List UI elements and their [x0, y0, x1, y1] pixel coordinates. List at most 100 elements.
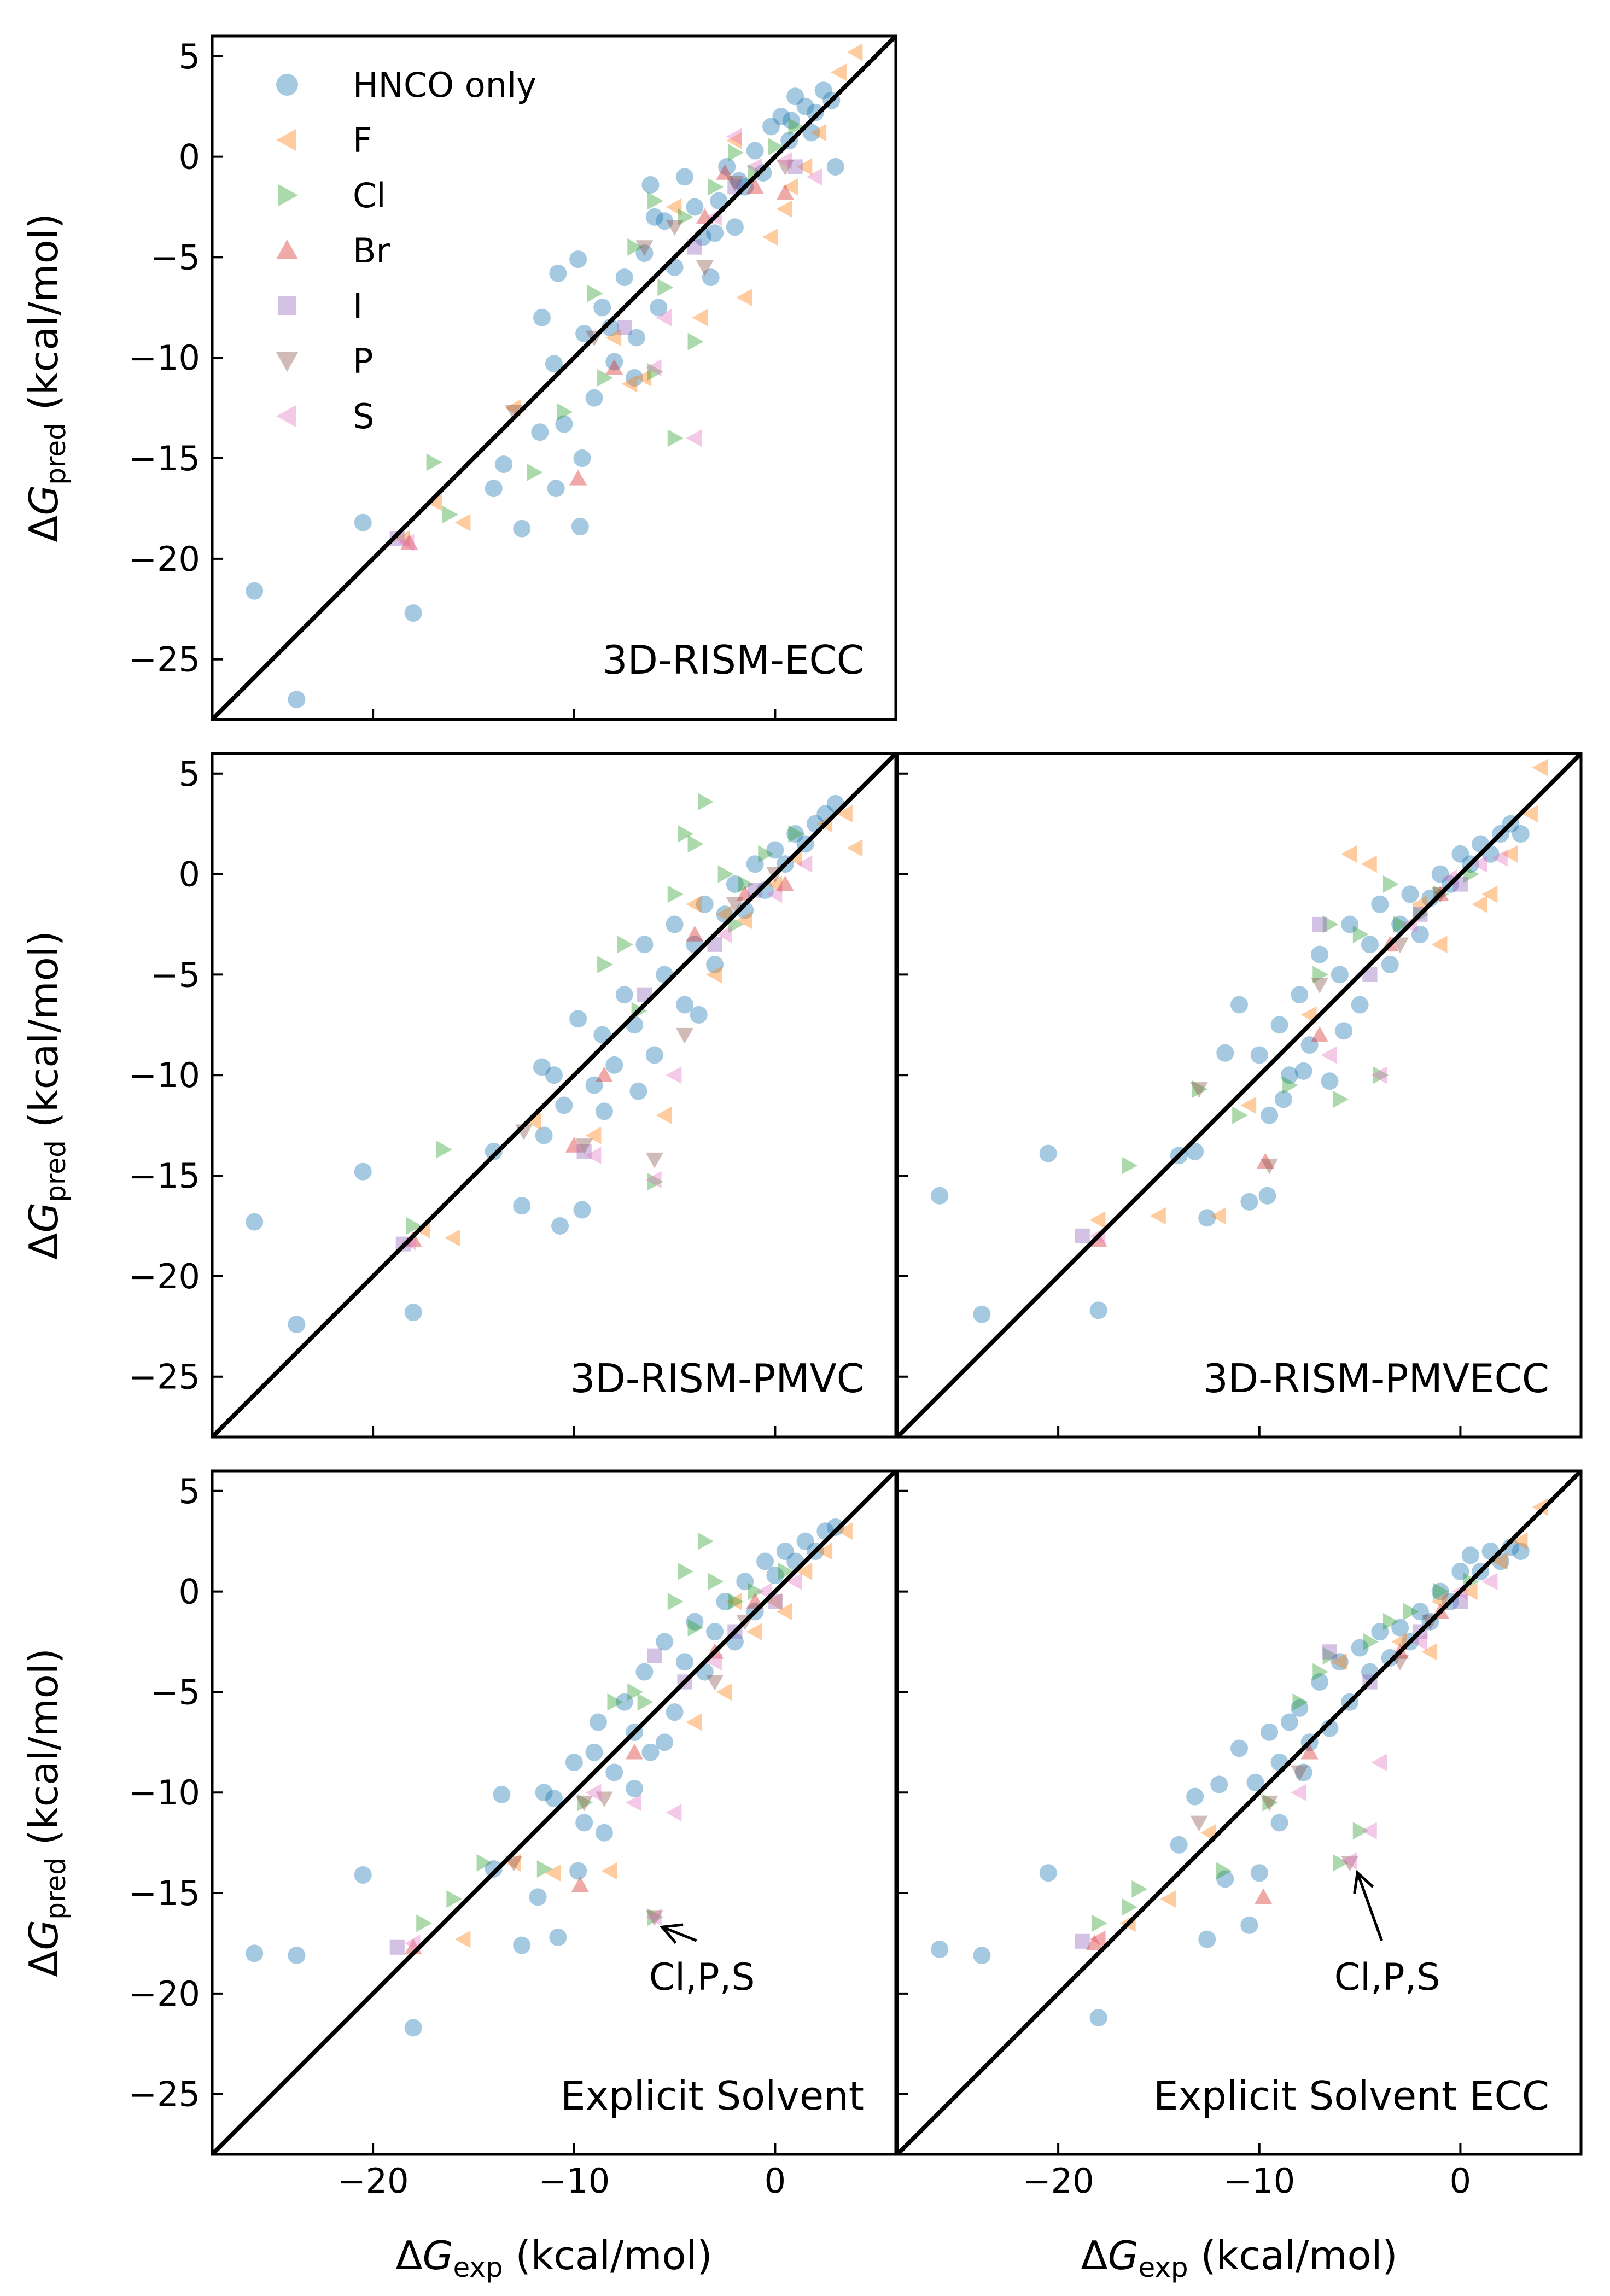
data-point-s [585, 1784, 602, 1802]
data-point-f [847, 839, 863, 857]
data-point-p [776, 160, 794, 176]
data-point-hnco-only [1294, 1763, 1312, 1781]
data-point-hnco-only [1371, 895, 1389, 913]
data-point-s [666, 1804, 682, 1821]
data-point-hnco-only [629, 1082, 648, 1100]
data-point-hnco-only [1311, 945, 1329, 963]
data-point-f [726, 1592, 742, 1610]
data-point-i [1075, 1933, 1090, 1949]
data-point-cl [1216, 1862, 1232, 1880]
data-point-cl [1312, 966, 1329, 984]
y-tick-label: −20 [129, 1257, 200, 1296]
data-point-hnco-only [573, 1201, 591, 1219]
data-point-br [605, 359, 623, 375]
data-point-hnco-only [565, 1754, 583, 1772]
data-point-hnco-only [1240, 1193, 1258, 1211]
data-point-f [621, 375, 638, 393]
data-point-cl [1262, 1793, 1279, 1812]
legend-label: I [353, 286, 363, 326]
data-point-f [505, 1854, 521, 1872]
data-point-cl [597, 369, 613, 387]
data-point-hnco-only [354, 1866, 372, 1884]
data-point-hnco-only [1270, 1814, 1288, 1832]
data-point-hnco-only [626, 1779, 644, 1797]
data-point-hnco-only [782, 112, 800, 130]
x-axis-label: ΔGexp (kcal/mol) [1081, 2233, 1397, 2283]
data-point-hnco-only [404, 1304, 422, 1322]
data-point-cl [678, 1562, 693, 1580]
scatter-points [931, 1498, 1548, 2026]
data-point-p [575, 1795, 593, 1812]
data-point-f [686, 1713, 702, 1731]
data-point-hnco-only [686, 1613, 704, 1631]
data-point-br [400, 534, 418, 550]
data-point-hnco-only [973, 1947, 991, 1965]
data-point-cl [1312, 1663, 1329, 1681]
panel-3d-rism-ecc: 5 0 −5 −10 −15 −20 −25 3D-RISM-ECC [129, 34, 897, 721]
data-point-hnco-only [1512, 1543, 1530, 1561]
data-point-hnco-only [535, 1784, 553, 1802]
data-point-p [635, 240, 654, 256]
data-point-p [1261, 1158, 1279, 1175]
legend-marker-i [278, 296, 296, 315]
legend-label: P [353, 341, 373, 381]
data-point-hnco-only [666, 1703, 684, 1721]
data-point-i [1075, 1228, 1090, 1243]
data-point-f [454, 513, 471, 531]
data-point-cl [758, 845, 774, 863]
data-point-cl [1373, 1066, 1389, 1084]
data-point-br [1311, 1026, 1329, 1042]
data-point-hnco-only [762, 118, 780, 136]
plot-frame [211, 34, 897, 721]
data-point-hnco-only [569, 1010, 587, 1028]
data-point-hnco-only [641, 1743, 660, 1761]
legend-entry-s: S [276, 396, 374, 436]
data-point-f [605, 329, 622, 347]
data-point-f [776, 200, 792, 218]
x-tick-label: −20 [1023, 2161, 1094, 2201]
data-point-f [1461, 1582, 1478, 1600]
data-point-hnco-only [656, 1733, 674, 1751]
data-point-hnco-only [535, 1126, 553, 1144]
data-point-hnco-only [726, 875, 744, 893]
data-point-hnco-only [495, 455, 513, 474]
data-point-f [454, 1930, 471, 1948]
data-point-hnco-only [786, 825, 804, 843]
data-point-f [837, 1522, 853, 1540]
data-point-cl [587, 284, 603, 302]
data-point-s [1371, 1066, 1387, 1084]
data-point-cl [527, 463, 543, 481]
axis-ticks: −20 −10 0 5 0 −5 −10 −15 −20 −25 [129, 1471, 786, 2201]
data-point-cl [678, 208, 693, 226]
data-point-hnco-only [605, 1056, 623, 1074]
data-point-f [762, 228, 778, 246]
data-point-hnco-only [1039, 1864, 1057, 1882]
data-point-s [766, 885, 783, 903]
data-point-f [796, 157, 813, 176]
data-point-hnco-only [1230, 996, 1248, 1014]
data-point-hnco-only [493, 1785, 511, 1803]
data-point-hnco-only [569, 250, 587, 268]
data-point-hnco-only [547, 480, 565, 498]
data-point-hnco-only [1186, 1142, 1204, 1160]
data-point-p [575, 1138, 593, 1154]
data-point-f [796, 1562, 813, 1580]
data-point-br [686, 925, 704, 942]
annotation-label: Cl,P,S [649, 1956, 755, 1999]
legend-marker-cl [278, 184, 298, 206]
data-point-f [746, 1623, 762, 1641]
data-point-hnco-only [605, 353, 623, 371]
identity-line [897, 753, 1581, 1437]
data-point-cl [536, 1860, 553, 1878]
data-point-f [831, 63, 847, 81]
data-point-cl [708, 1573, 724, 1591]
data-point-br [776, 875, 794, 891]
data-point-hnco-only [1351, 1639, 1369, 1657]
data-point-hnco-only [1451, 845, 1469, 863]
data-point-hnco-only [246, 1944, 264, 1962]
identity-line [212, 1471, 896, 2154]
data-point-cl [1352, 1822, 1369, 1840]
identity-line [897, 1471, 1581, 2154]
data-point-hnco-only [706, 224, 724, 242]
plot-frame [211, 1469, 897, 2156]
